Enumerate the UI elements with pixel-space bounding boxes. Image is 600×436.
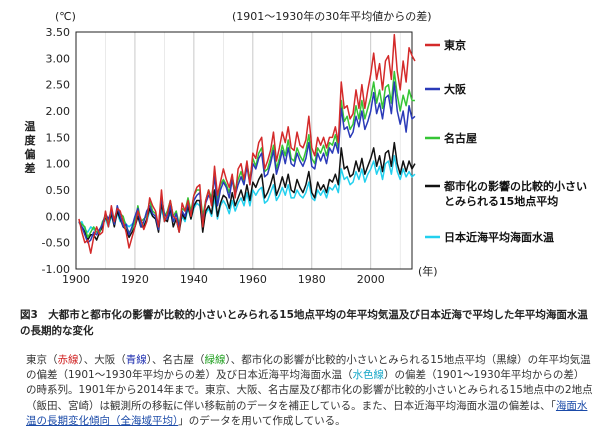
x-tick-labels: 1900 1920 1940 1960 1980 2000 bbox=[62, 273, 385, 286]
y-tick-label: 3.00 bbox=[46, 52, 71, 65]
y-tick-label: 1.00 bbox=[46, 158, 71, 171]
x-unit-label: (年) bbox=[418, 264, 438, 278]
series-line-3 bbox=[78, 141, 416, 241]
chart-subtitle: (1901～1930年の30年平均値からの差) bbox=[232, 9, 432, 23]
plot-frame bbox=[75, 31, 413, 270]
y-tick-label: 0.50 bbox=[46, 184, 71, 197]
series-line-0 bbox=[78, 33, 416, 254]
y-tick-label: -1.00 bbox=[42, 263, 70, 276]
chart-axes bbox=[75, 31, 413, 270]
legend-label: 名古屋 bbox=[444, 131, 477, 145]
desc-text-5: ）の偏差（1901～1930年平均からの差）の時系列。1901年から2014年ま… bbox=[26, 369, 593, 412]
series-lines bbox=[78, 33, 416, 254]
desc-blue-line: 青線 bbox=[125, 354, 147, 366]
y-unit-label: (℃) bbox=[55, 10, 76, 23]
desc-text-4: ）、都市化の影響が比較的小さいとみられる15地点平均（黒線）の年平均気温の偏差（… bbox=[26, 354, 591, 382]
y-tick-label: 3.50 bbox=[46, 26, 71, 39]
x-tick-label: 2000 bbox=[357, 273, 385, 286]
desc-red-line: 赤線 bbox=[57, 354, 79, 366]
desc-text-1: 東京（ bbox=[26, 354, 58, 366]
y-tick-label: 2.00 bbox=[46, 105, 71, 118]
legend-label: 大阪 bbox=[444, 82, 467, 96]
y-tick-label: -0.50 bbox=[42, 237, 70, 250]
sst-trend-link[interactable]: 海面水温の長期変化傾向（全海域平均） bbox=[26, 399, 588, 427]
line-chart: 3.50 3.00 2.50 2.00 1.50 1.00 0.50 0.00 -0.50 -1.… bbox=[25, 9, 588, 286]
legend: 東京大阪名古屋都市化の影響の比較的小さいとみられる15地点平均日本近海平均海面水… bbox=[425, 38, 587, 244]
y-axis-label-char: 度 bbox=[25, 133, 37, 147]
x-tick-label: 1940 bbox=[180, 273, 208, 286]
y-axis-label-char: 差 bbox=[25, 161, 36, 175]
x-tick-label: 1980 bbox=[298, 273, 326, 286]
chart-grid bbox=[75, 32, 401, 269]
figure-caption: 図3 大都市と都市化の影響が比較的小さいとみられる15地点平均の年平均気温及び日… bbox=[20, 309, 588, 337]
y-tick-label: 2.50 bbox=[46, 79, 71, 92]
x-tick-label: 1900 bbox=[62, 273, 90, 286]
desc-cyan-line: 水色線 bbox=[352, 369, 384, 382]
figure-description: 東京（赤線）、大阪（青線）、名古屋（緑線）、都市化の影響が比較的小さいとみられる… bbox=[26, 353, 594, 429]
x-tick-label: 1920 bbox=[121, 273, 149, 286]
y-axis-label-char: 偏 bbox=[25, 147, 36, 161]
y-tick-labels: 3.50 3.00 2.50 2.00 1.50 1.00 0.50 0.00 -0.50 -1.… bbox=[42, 26, 70, 276]
y-tick-label: 1.50 bbox=[46, 131, 71, 144]
y-axis-label-char: 温 bbox=[25, 119, 36, 133]
desc-text-3: ）、名古屋（ bbox=[146, 354, 205, 366]
desc-text-2: ）、大阪（ bbox=[78, 354, 126, 366]
desc-green-line: 緑線 bbox=[204, 354, 226, 366]
legend-label: 日本近海平均海面水温 bbox=[444, 230, 554, 244]
series-line-2 bbox=[78, 70, 415, 239]
x-tick-label: 1960 bbox=[239, 273, 267, 286]
y-tick-label: 0.00 bbox=[46, 210, 71, 223]
legend-label: 都市化の影響の比較的小さいとみられる15地点平均 bbox=[443, 179, 587, 208]
legend-label: 東京 bbox=[444, 38, 466, 52]
desc-text-6: 」のデータを用いて作成している。 bbox=[178, 414, 346, 427]
